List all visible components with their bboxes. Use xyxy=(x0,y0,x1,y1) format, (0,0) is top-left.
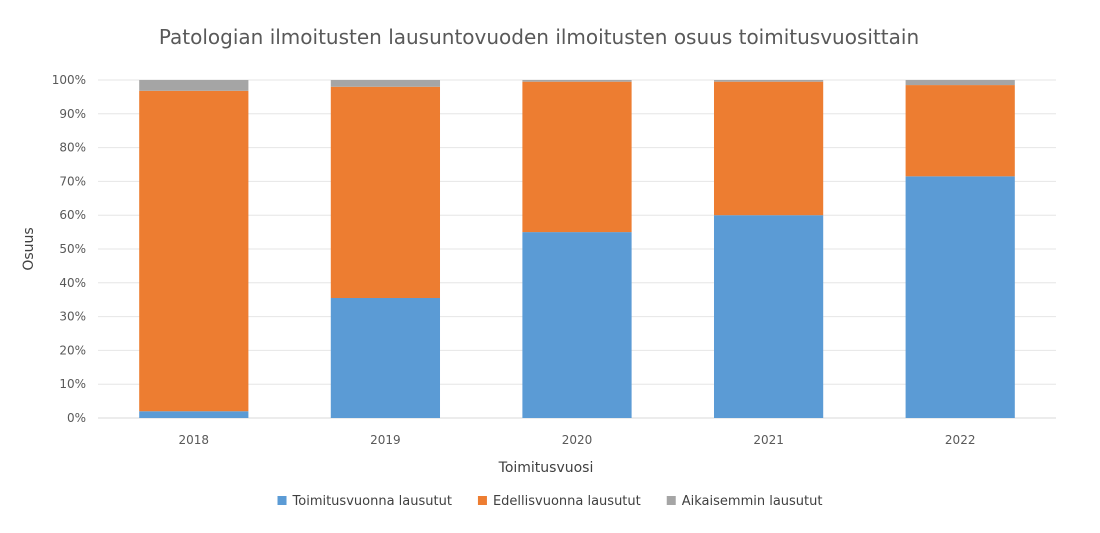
legend: Toimitusvuonna lausutut Edellisvuonna lau… xyxy=(277,494,823,509)
y-tick-label: 30% xyxy=(59,310,86,324)
legend-label: Toimitusvuonna lausutut xyxy=(292,494,452,509)
y-tick-label: 70% xyxy=(59,174,86,188)
y-axis-ticks: 0% 10% 20% 30% 40% 50% 60% 70% 80% 90% 100% xyxy=(52,73,86,425)
legend-item: Edellisvuonna lausutut xyxy=(477,494,641,509)
bar-segment-2021-s2 xyxy=(713,80,824,82)
y-tick-label: 0% xyxy=(67,411,86,425)
x-tick-label: 2019 xyxy=(370,433,401,447)
y-tick-label: 10% xyxy=(59,377,86,391)
legend-swatch xyxy=(277,496,287,505)
y-axis-label: Osuus xyxy=(21,227,37,270)
bar-segment-2022-s0 xyxy=(905,176,1015,418)
bar-segment-2020-s0 xyxy=(522,232,632,418)
bar-segment-2019-s2 xyxy=(330,80,441,87)
y-tick-label: 20% xyxy=(59,343,86,357)
bar-segment-2020-s2 xyxy=(522,80,632,82)
x-tick-label: 2018 xyxy=(179,433,210,447)
x-tick-label: 2020 xyxy=(562,433,593,447)
y-tick-label: 40% xyxy=(59,276,86,290)
chart-title: Patologian ilmoitusten lausuntovuoden il… xyxy=(159,25,919,49)
x-tick-label: 2022 xyxy=(945,433,976,447)
bar-segment-2018-s1 xyxy=(139,90,249,412)
bar-segment-2019-s0 xyxy=(330,298,441,418)
bar-segment-2020-s1 xyxy=(522,81,632,233)
legend-item: Aikaisemmin lausutut xyxy=(666,494,823,509)
x-axis-label: Toimitusvuosi xyxy=(498,460,594,476)
y-tick-label: 80% xyxy=(59,141,86,155)
bar-segment-2021-s1 xyxy=(713,81,824,216)
bar-segment-2022-s2 xyxy=(905,80,1015,86)
bar-segment-2018-s2 xyxy=(139,80,249,91)
legend-label: Aikaisemmin lausutut xyxy=(682,494,823,509)
legend-swatch xyxy=(477,496,487,505)
legend-swatch xyxy=(666,496,676,505)
y-tick-label: 100% xyxy=(52,73,86,87)
legend-item: Toimitusvuonna lausutut xyxy=(277,494,452,509)
y-tick-label: 90% xyxy=(59,107,86,121)
bar-segment-2019-s1 xyxy=(330,86,441,299)
bars xyxy=(139,80,1015,418)
legend-label: Edellisvuonna lausutut xyxy=(493,494,641,509)
bar-segment-2018-s0 xyxy=(139,411,249,418)
bar-segment-2021-s0 xyxy=(713,215,824,418)
x-tick-label: 2021 xyxy=(753,433,784,447)
y-tick-label: 60% xyxy=(59,208,86,222)
x-axis-ticks: 2018 2019 2020 2021 2022 xyxy=(179,433,976,447)
bar-segment-2022-s1 xyxy=(905,85,1015,177)
y-tick-label: 50% xyxy=(59,242,86,256)
